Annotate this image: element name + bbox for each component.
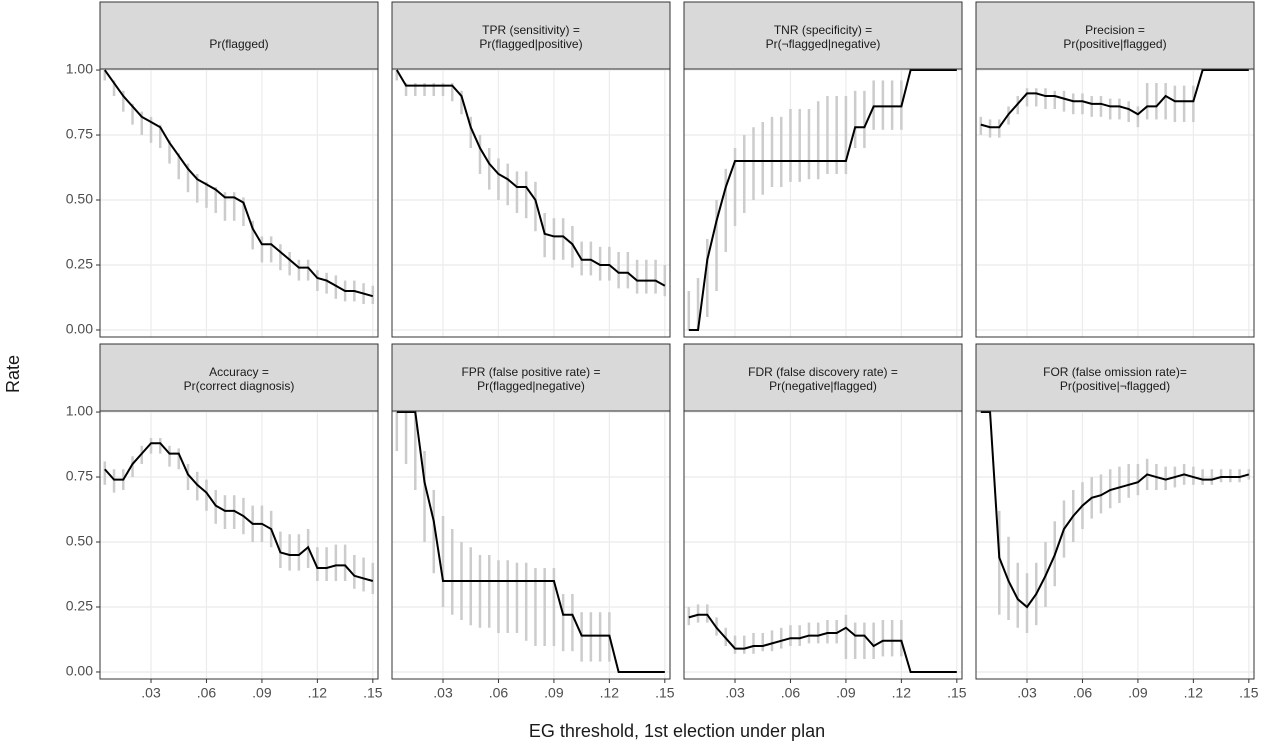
y-tick-label: 0.00 bbox=[66, 663, 93, 679]
x-tick-label: .03 bbox=[1017, 685, 1037, 701]
x-tick-label: .03 bbox=[141, 685, 161, 701]
line bbox=[395, 69, 666, 287]
y-tick-label: 0.25 bbox=[66, 256, 93, 272]
line bbox=[396, 411, 665, 673]
strip-label: Accuracy = bbox=[209, 365, 269, 379]
x-tick-label: .03 bbox=[433, 685, 453, 701]
strip-label: Pr(flagged|negative) bbox=[477, 379, 585, 393]
x-tick-label: .12 bbox=[600, 685, 620, 701]
y-tick-label: 0.25 bbox=[66, 598, 93, 614]
x-tick-label: .15 bbox=[1239, 685, 1259, 701]
line bbox=[103, 69, 374, 298]
line bbox=[980, 69, 1249, 129]
strip bbox=[391, 1, 671, 70]
x-tick-label: .15 bbox=[363, 685, 383, 701]
strip-label: FPR (false positive rate) = bbox=[461, 365, 600, 379]
strip bbox=[683, 1, 963, 70]
x-tick-label: .09 bbox=[1128, 685, 1148, 701]
x-tick-label: .09 bbox=[836, 685, 856, 701]
y-tick-label: 1.00 bbox=[66, 403, 93, 419]
strip bbox=[99, 1, 379, 70]
line bbox=[104, 442, 374, 582]
x-tick-label: .09 bbox=[252, 685, 272, 701]
strip bbox=[391, 343, 671, 412]
panel-border bbox=[99, 68, 379, 338]
strip-label: TPR (sensitivity) = bbox=[482, 23, 580, 37]
strip-label: Pr(flagged) bbox=[209, 37, 268, 51]
line bbox=[688, 613, 957, 673]
x-tick-label: .15 bbox=[655, 685, 675, 701]
strip bbox=[975, 1, 1255, 70]
strip-label: FOR (false omission rate)= bbox=[1043, 365, 1187, 379]
panel-border bbox=[391, 68, 671, 338]
x-tick-label: .12 bbox=[892, 685, 912, 701]
strip-label: Pr(correct diagnosis) bbox=[184, 379, 295, 393]
y-tick-label: 0.75 bbox=[66, 468, 93, 484]
strip-label: FDR (false discovery rate) = bbox=[748, 365, 898, 379]
x-tick-label: .15 bbox=[947, 685, 967, 701]
strip-label: Pr(¬flagged|negative) bbox=[766, 37, 881, 51]
x-axis-label: EG threshold, 1st election under plan bbox=[529, 721, 825, 741]
panel-border bbox=[683, 68, 963, 338]
x-tick-label: .12 bbox=[308, 685, 328, 701]
strip bbox=[683, 343, 963, 412]
y-tick-label: 0.50 bbox=[66, 533, 93, 549]
panel-border bbox=[391, 410, 671, 680]
panel-border bbox=[99, 410, 379, 680]
x-tick-label: .06 bbox=[781, 685, 801, 701]
strip-label: Pr(negative|flagged) bbox=[769, 379, 877, 393]
strip-label: Pr(positive|flagged) bbox=[1063, 37, 1166, 51]
x-tick-label: .03 bbox=[725, 685, 745, 701]
panel bbox=[976, 411, 1254, 679]
strip-label: Pr(positive|¬flagged) bbox=[1060, 379, 1170, 393]
x-tick-label: .12 bbox=[1184, 685, 1204, 701]
strip-label: Pr(flagged|positive) bbox=[479, 37, 582, 51]
strip-label: TNR (specificity) = bbox=[774, 23, 872, 37]
panel-border bbox=[975, 410, 1255, 680]
y-tick-label: 0.75 bbox=[66, 126, 93, 142]
y-axis-label: Rate bbox=[3, 355, 23, 393]
line bbox=[688, 69, 957, 331]
y-tick-label: 0.00 bbox=[66, 321, 93, 337]
panel bbox=[976, 69, 1254, 337]
x-tick-label: .06 bbox=[489, 685, 509, 701]
y-tick-label: 0.50 bbox=[66, 191, 93, 207]
panel bbox=[100, 69, 378, 337]
panel-border bbox=[683, 410, 963, 680]
panel bbox=[392, 69, 670, 337]
x-tick-label: .06 bbox=[197, 685, 217, 701]
line bbox=[980, 411, 1250, 609]
strip bbox=[99, 343, 379, 412]
x-tick-label: .09 bbox=[544, 685, 564, 701]
panel bbox=[684, 69, 962, 337]
x-tick-label: .06 bbox=[1073, 685, 1093, 701]
strip-label: Precision = bbox=[1085, 23, 1145, 37]
panel bbox=[100, 411, 378, 679]
panel-border bbox=[975, 68, 1255, 338]
strip bbox=[975, 343, 1255, 412]
y-tick-label: 1.00 bbox=[66, 61, 93, 77]
